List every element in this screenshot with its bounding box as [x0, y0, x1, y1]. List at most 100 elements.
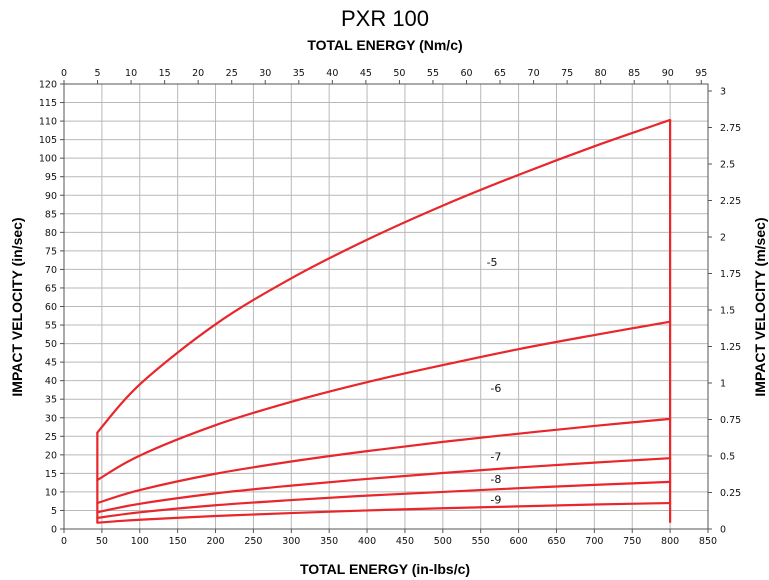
top-tick-label: 30: [259, 68, 271, 79]
left-tick-label: 15: [45, 469, 57, 480]
left-tick-label: 65: [45, 283, 57, 294]
top-tick-label: 25: [226, 68, 238, 79]
left-tick-label: 20: [45, 450, 57, 461]
right-y-axis-title: IMPACT VELOCITY (m/sec): [752, 217, 768, 396]
grid: [63, 83, 709, 530]
top-tick-label: 55: [427, 68, 439, 79]
left-tick-label: 105: [39, 135, 57, 146]
series-line: [96, 457, 672, 514]
right-tick-label: 0.5: [720, 452, 735, 463]
top-tick-label: 0: [61, 68, 67, 79]
top-tick-label: 20: [192, 68, 204, 79]
left-tick-label: 45: [45, 358, 57, 369]
top-tick-label: 95: [695, 68, 707, 79]
series-line: [96, 501, 672, 524]
series-line: [96, 417, 672, 505]
chart-title: PXR 100: [341, 6, 429, 31]
top-tick-label: 50: [393, 68, 405, 79]
series-line: [96, 480, 672, 519]
left-tick-label: 75: [45, 246, 57, 257]
left-tick-label: 115: [39, 98, 57, 109]
bottom-tick-label: 600: [510, 536, 528, 547]
left-tick-label: 35: [45, 395, 57, 406]
left-tick-label: 70: [45, 265, 57, 276]
series-label: -7: [490, 451, 501, 464]
bottom-tick-label: 400: [358, 536, 376, 547]
left-y-ticks: 0 5 10 15 20 25 30 35 40 45 50 55 60 65 70 75 80 85 90 95 10…: [39, 80, 64, 536]
top-tick-label: 70: [528, 68, 540, 79]
bottom-tick-label: 200: [206, 536, 224, 547]
left-tick-label: 110: [39, 117, 57, 128]
left-y-axis-title: IMPACT VELOCITY (in/sec): [9, 217, 25, 396]
left-tick-label: 0: [51, 525, 57, 536]
bottom-tick-label: 250: [244, 536, 262, 547]
bottom-tick-label: 500: [434, 536, 452, 547]
right-tick-label: 0.25: [720, 488, 741, 499]
top-tick-label: 85: [628, 68, 640, 79]
left-tick-label: 60: [45, 302, 57, 313]
top-tick-label: 65: [494, 68, 506, 79]
top-tick-label: 60: [460, 68, 472, 79]
top-tick-label: 40: [326, 68, 338, 79]
bottom-tick-label: 450: [396, 536, 414, 547]
left-tick-label: 40: [45, 376, 57, 387]
top-tick-label: 10: [125, 68, 137, 79]
right-tick-label: 1.5: [720, 306, 735, 317]
left-tick-label: 80: [45, 228, 57, 239]
series-label: -8: [490, 473, 501, 486]
bottom-tick-label: 100: [131, 536, 149, 547]
right-tick-label: 2.75: [720, 123, 741, 134]
bottom-tick-label: 0: [61, 536, 67, 547]
bottom-x-ticks: 0 50 100 150 200 250 300 350 400 450 500 550 600 650 7…: [61, 529, 717, 547]
right-tick-label: 2.5: [720, 160, 735, 171]
bottom-tick-label: 150: [169, 536, 187, 547]
series-label: -5: [487, 256, 498, 269]
left-tick-label: 100: [39, 154, 57, 165]
top-tick-label: 35: [293, 68, 305, 79]
bottom-tick-label: 800: [661, 536, 679, 547]
bottom-tick-label: 550: [472, 536, 490, 547]
right-tick-label: 3: [720, 87, 726, 98]
right-tick-label: 0.75: [720, 415, 741, 426]
left-tick-label: 10: [45, 487, 57, 498]
series-line: [96, 320, 672, 482]
right-tick-label: 2.25: [720, 196, 741, 207]
left-tick-label: 120: [39, 80, 57, 91]
top-tick-label: 90: [662, 68, 674, 79]
bottom-tick-label: 650: [547, 536, 565, 547]
left-tick-label: 90: [45, 191, 57, 202]
right-tick-label: 1: [720, 379, 726, 390]
bottom-x-axis-title: TOTAL ENERGY (in-lbs/c): [300, 561, 470, 577]
bottom-tick-label: 50: [96, 536, 108, 547]
left-tick-label: 50: [45, 339, 57, 350]
top-tick-label: 80: [595, 68, 607, 79]
left-tick-label: 95: [45, 172, 57, 183]
series-label: -9: [490, 493, 501, 506]
bottom-tick-label: 750: [623, 536, 641, 547]
top-x-axis-title: TOTAL ENERGY (Nm/c): [307, 37, 462, 53]
left-tick-label: 25: [45, 432, 57, 443]
right-tick-label: 1.75: [720, 269, 741, 280]
left-tick-label: 5: [51, 506, 57, 517]
left-tick-label: 55: [45, 321, 57, 332]
top-tick-label: 75: [561, 68, 573, 79]
left-tick-label: 30: [45, 413, 57, 424]
bottom-tick-label: 850: [699, 536, 717, 547]
top-tick-label: 15: [159, 68, 171, 79]
left-tick-label: 85: [45, 209, 57, 220]
top-x-ticks: 0 5 10 15 20 25 30 35 40 45 50 55 60 65 70 75 80 85 90 95: [61, 68, 707, 84]
bottom-tick-label: 300: [282, 536, 300, 547]
series-group: [96, 118, 672, 524]
bottom-tick-label: 700: [585, 536, 603, 547]
top-tick-label: 45: [360, 68, 372, 79]
right-tick-label: 1.25: [720, 342, 741, 353]
series-labels: -5 -6 -7 -8 -9: [487, 256, 502, 506]
right-tick-label: 0: [720, 525, 726, 536]
right-tick-label: 2: [720, 233, 726, 244]
bottom-tick-label: 350: [320, 536, 338, 547]
right-y-ticks: 0 0.25 0.5 0.75 1 1.25 1.5 1.75 2 2.25 2.5 2.75 3: [708, 87, 741, 536]
series-label: -6: [490, 382, 501, 395]
series-line: [96, 118, 672, 434]
top-tick-label: 5: [95, 68, 101, 79]
